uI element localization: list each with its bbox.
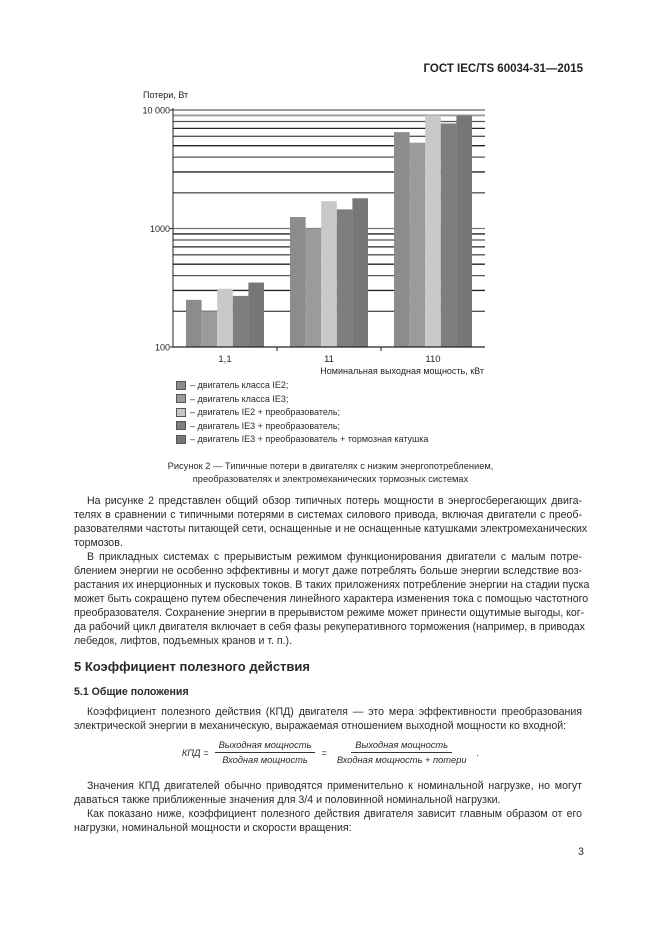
bar-110-1 bbox=[409, 142, 426, 347]
y-tick-label: 1000 bbox=[150, 224, 170, 234]
y-tick-label: 10 000 bbox=[142, 106, 170, 116]
loss-chart: 1,1 11 110 100 1000 10 000 Потери, Вт Номинальн… bbox=[142, 90, 485, 376]
legend-swatch bbox=[176, 407, 186, 417]
text-line: лебедок, лифтов, подъемных кранов и т. п… bbox=[74, 635, 293, 647]
bar-1,1-3 bbox=[232, 295, 249, 347]
figure-caption-line-2: преобразователях и электромеханических т… bbox=[192, 474, 469, 484]
text-line: На рисунке 2 представлен общий обзор тип… bbox=[87, 495, 582, 507]
bar-11-0 bbox=[290, 217, 306, 347]
text-line: растания их инерционных и пусковых токов… bbox=[74, 579, 590, 591]
y-tick-label: 100 bbox=[155, 343, 170, 353]
legend-item: – двигатель IE2 + преобразователь; bbox=[176, 407, 340, 417]
formula-fraction-1: Выходная мощность Входная мощность bbox=[214, 740, 316, 765]
bar-1,1-2 bbox=[217, 288, 233, 347]
text-line: блением энергии не особенно эффективны и… bbox=[74, 565, 582, 577]
bar-110-4 bbox=[456, 115, 472, 347]
x-tick-label: 1,1 bbox=[218, 354, 231, 365]
formula-numerator-1: Выходная мощность bbox=[214, 740, 316, 753]
bar-110-2 bbox=[425, 115, 441, 347]
formula-fraction-2: Выходная мощность Входная мощность + пот… bbox=[333, 740, 471, 765]
x-axis-label: Номинальная выходная мощность, кВт bbox=[320, 366, 484, 376]
x-tick-label: 11 bbox=[324, 354, 334, 365]
legend-label: – двигатель IE3 + преобразователь + торм… bbox=[190, 434, 429, 444]
bar-11-3 bbox=[336, 209, 353, 347]
formula-end: . bbox=[476, 747, 480, 758]
text-line: В прикладных системах с прерывистым режи… bbox=[87, 551, 582, 563]
text-line: разователями частоты питающей сети, осна… bbox=[74, 523, 588, 535]
legend-label: – двигатель класса IE2; bbox=[190, 380, 289, 390]
formula-denominator-2: Входная мощность + потери bbox=[336, 755, 467, 765]
figure-caption-line-1: Рисунок 2 — Типичные потери в двигателях… bbox=[167, 461, 494, 471]
legend-swatch bbox=[176, 434, 186, 444]
text-line: может быть сокращено путем обеспечения л… bbox=[74, 593, 589, 605]
legend-swatch bbox=[176, 421, 186, 430]
text-line: электрической энергии в механическую, вы… bbox=[74, 720, 567, 732]
formula-equals: = bbox=[321, 747, 327, 758]
text-line: нагрузки, номинальной мощности и скорост… bbox=[74, 822, 352, 834]
legend-item: – двигатель IE3 + преобразователь + торм… bbox=[176, 434, 428, 444]
formula-lhs: КПД = bbox=[181, 747, 209, 758]
legend-swatch bbox=[176, 394, 186, 403]
legend-swatch bbox=[176, 380, 186, 390]
legend-label: – двигатель IE2 + преобразователь; bbox=[190, 407, 341, 417]
page-number: 3 bbox=[578, 846, 584, 858]
text-line: Коэффициент полезного действия (КПД) дви… bbox=[87, 706, 582, 718]
subsection-heading: 5.1 Общие положения bbox=[74, 686, 189, 698]
bar-110-3 bbox=[440, 123, 457, 347]
text-line: телях в сравнении с типичными потерями в… bbox=[74, 509, 582, 521]
formula-numerator-2: Выходная мощность bbox=[351, 740, 453, 753]
text-line: да рабочий цикл двигателя включает в себ… bbox=[74, 621, 585, 633]
legend-item: – двигатель класса IE3; bbox=[176, 394, 288, 404]
text-line: Значения КПД двигателей обычно приводятс… bbox=[87, 780, 582, 792]
legend-item: – двигатель класса IE2; bbox=[176, 380, 288, 390]
legend-label: – двигатель класса IE3; bbox=[190, 393, 289, 404]
section-heading: 5 Коэффициент полезного действия bbox=[74, 659, 310, 674]
bar-1,1-1 bbox=[201, 311, 218, 347]
bar-110-0 bbox=[394, 132, 410, 347]
text-line: преобразователя. Сохранение энергии в пр… bbox=[74, 607, 585, 619]
bar-1,1-0 bbox=[186, 299, 202, 347]
formula-denominator-1: Входная мощность bbox=[222, 755, 308, 765]
document-code: ГОСТ IEC/TS 60034-31—2015 bbox=[423, 63, 584, 75]
x-tick-label: 110 bbox=[425, 354, 440, 365]
bar-11-2 bbox=[321, 201, 337, 347]
legend-item: – двигатель IE3 + преобразователь; bbox=[176, 421, 340, 431]
text-line: даваться также приближенные значения для… bbox=[74, 794, 501, 806]
text-line: тормозов. bbox=[74, 537, 123, 549]
bar-11-4 bbox=[352, 198, 368, 347]
y-axis-label: Потери, Вт bbox=[143, 90, 188, 100]
bar-11-1 bbox=[305, 228, 322, 347]
text-line: Как показано ниже, коэффициент полезного… bbox=[87, 808, 582, 820]
bar-1,1-4 bbox=[248, 282, 264, 347]
legend-label: – двигатель IE3 + преобразователь; bbox=[190, 420, 341, 431]
efficiency-formula: КПД = Выходная мощность Входная мощность… bbox=[0, 740, 661, 765]
